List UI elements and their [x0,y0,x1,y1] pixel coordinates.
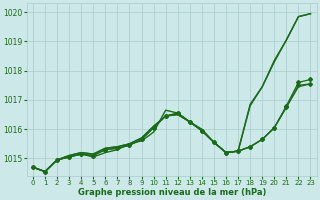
X-axis label: Graphe pression niveau de la mer (hPa): Graphe pression niveau de la mer (hPa) [77,188,266,197]
